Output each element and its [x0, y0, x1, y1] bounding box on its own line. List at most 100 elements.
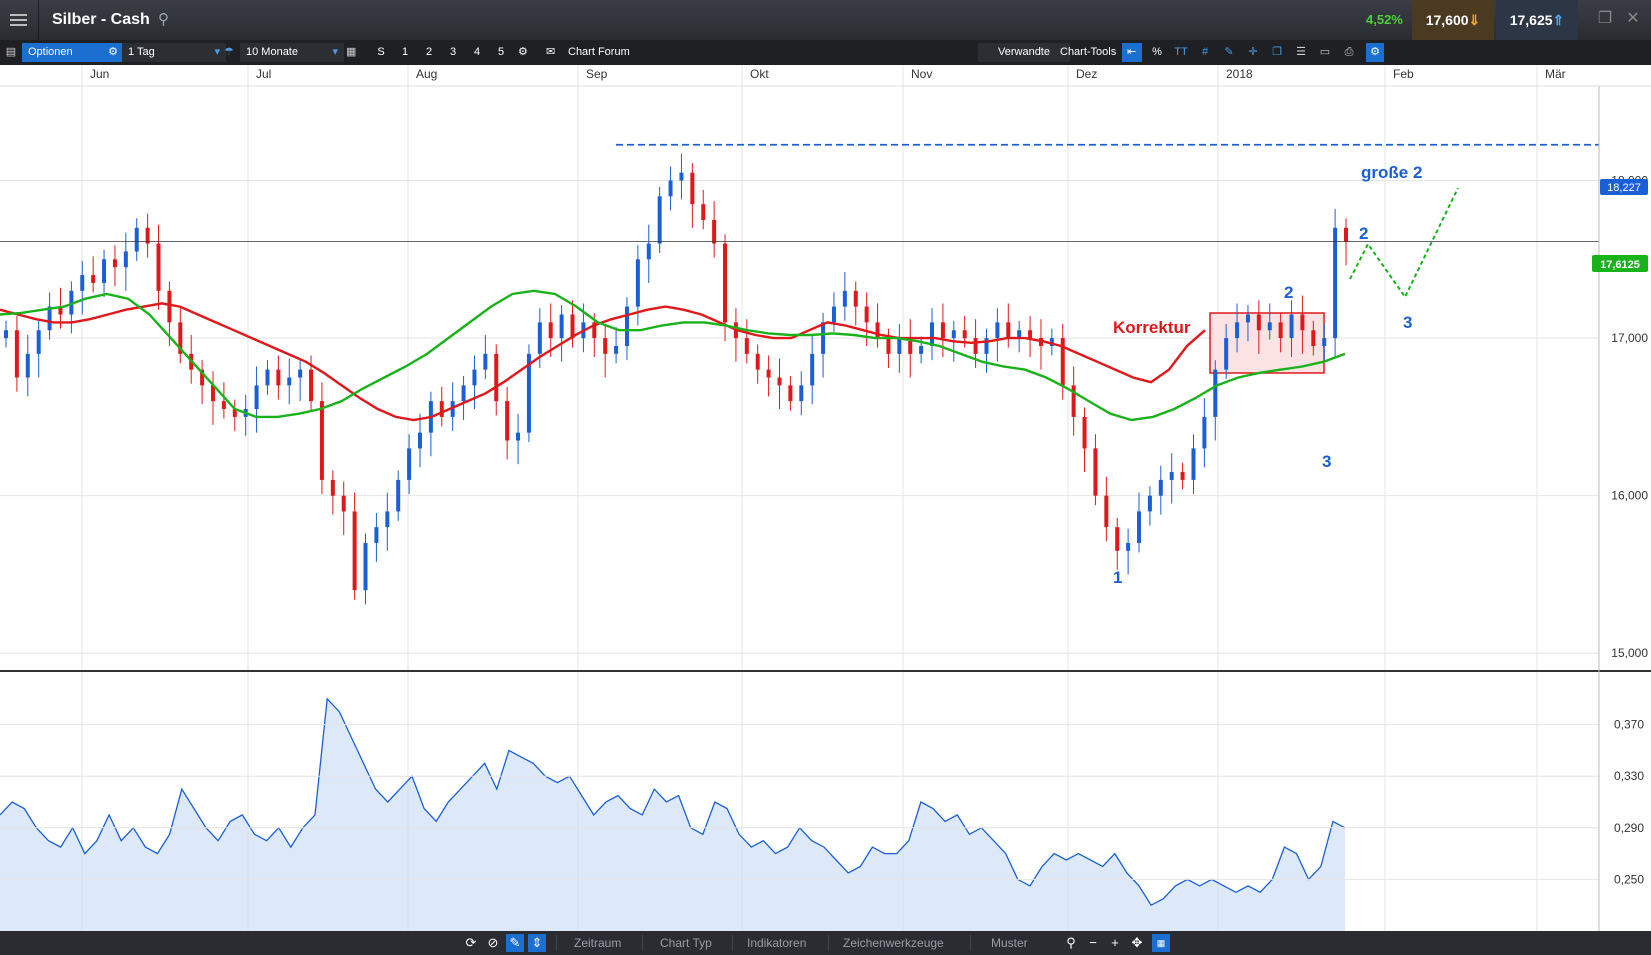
close-icon[interactable]: ✕ [1626, 10, 1640, 27]
print-icon[interactable]: ⎙ [1344, 46, 1354, 58]
grid-icon[interactable]: # [1201, 46, 1209, 58]
candle-body [690, 172, 695, 205]
settings-gear-icon[interactable]: ⚙ [518, 46, 528, 58]
candle-body [167, 290, 172, 323]
month-label: Sep [586, 67, 608, 81]
candle-body [210, 385, 215, 402]
month-label: Jul [256, 67, 271, 81]
last-price-badge: 17,6125 [1592, 255, 1648, 272]
crosshair-icon[interactable]: ✛ [1248, 46, 1258, 58]
chevron-down-icon: ▾ [332, 46, 338, 58]
lock-icon[interactable]: ☂ [224, 46, 234, 58]
candle-body [973, 338, 978, 354]
pane-3-button[interactable]: 3 [449, 46, 457, 58]
pane-5-button[interactable]: 5 [497, 46, 505, 58]
candle-body [385, 511, 390, 528]
candle-body [309, 369, 314, 402]
draw-line-icon[interactable]: ✎ [1224, 46, 1234, 58]
candle-body [1169, 472, 1174, 480]
search-icon[interactable]: ⚲ [158, 11, 169, 28]
chart-forum-button[interactable]: Chart Forum [568, 46, 630, 58]
candle-body [1006, 322, 1011, 339]
candle-body [831, 306, 836, 323]
indicator-tick-label: 0,250 [1614, 872, 1644, 886]
options-button[interactable]: Optionen ⚙ [22, 43, 124, 62]
target-price-label: 18,227 [1607, 182, 1641, 194]
candle-body [1344, 227, 1348, 242]
hamburger-menu-icon[interactable] [0, 0, 39, 40]
related-button[interactable]: Verwandte [978, 43, 1070, 62]
zoom-icon[interactable]: ⚲ [1066, 935, 1076, 950]
range-select[interactable]: 10 Monate ▾ [240, 43, 344, 62]
candle-body [4, 330, 8, 339]
candle-body [483, 353, 488, 370]
candle-body [1093, 448, 1098, 496]
candle-body [276, 369, 281, 386]
candle-body [123, 251, 128, 268]
zeitraum-button[interactable]: Zeitraum [574, 936, 622, 950]
indicator-area-fill [0, 698, 1345, 931]
candle-body [178, 322, 183, 354]
candle-body [461, 385, 466, 402]
candle-body [1060, 338, 1065, 386]
candle-body [592, 322, 597, 339]
chart-area[interactable]: Jun Jul Aug Sep Okt Nov Dez 2018 Feb Mär 15,000 16… [0, 65, 1651, 931]
korrektur-box [1209, 312, 1325, 374]
drawing-tools-button[interactable]: Zeichenwerkzeuge [843, 936, 944, 950]
scale-icon[interactable]: ▦ [1152, 934, 1170, 952]
sell-quote-button[interactable]: 17,600⇓ [1412, 0, 1494, 40]
candle-body [1115, 527, 1120, 551]
candle-body [1278, 322, 1283, 339]
candle-body [1300, 314, 1305, 331]
pane-1-button[interactable]: 1 [401, 46, 409, 58]
list-icon[interactable]: ▤ [5, 46, 17, 58]
restore-window-icon[interactable]: ❐ [1597, 10, 1613, 27]
refresh-icon[interactable]: ⟳ [465, 935, 477, 950]
cancel-icon[interactable]: ⊘ [487, 935, 499, 950]
percent-button[interactable]: % [1152, 46, 1162, 58]
calendar-icon[interactable]: ▦ [346, 46, 357, 58]
scale-s-button[interactable]: S [377, 46, 385, 58]
candle-body [1137, 511, 1142, 543]
buy-quote-button[interactable]: 17,625⇑ [1496, 0, 1578, 40]
candle-body [897, 338, 902, 354]
candle-body [363, 542, 368, 591]
month-label: Aug [416, 67, 437, 81]
candle-body [930, 322, 935, 346]
chat-bubble-icon: ✉ [546, 46, 556, 58]
pane-4-button[interactable]: 4 [473, 46, 481, 58]
indicator-line [0, 697, 1346, 907]
separator [970, 935, 971, 951]
zoom-out-icon[interactable]: − [1089, 935, 1097, 950]
separator [642, 935, 643, 951]
pencil-icon[interactable]: ✎ [506, 934, 524, 952]
back-arrow-icon[interactable]: ⇤ [1122, 43, 1142, 62]
candle-body [319, 401, 324, 480]
annotation-target-wave-2: 2 [1359, 224, 1368, 243]
bottom-toolbar: ⟳ ⊘ ✎ ⇕ Zeitraum Chart Typ Indikatoren Z… [0, 931, 1651, 955]
candle-body [1071, 385, 1076, 417]
candle-body [1180, 472, 1185, 480]
magic-tools-icon[interactable]: ⚙ [1366, 43, 1384, 62]
zoom-in-icon[interactable]: + [1111, 935, 1119, 950]
candle-body [1082, 416, 1087, 449]
fit-icon[interactable]: ✥ [1131, 935, 1143, 950]
candle-body [1147, 495, 1152, 512]
candle-body [668, 180, 673, 197]
candles-icon[interactable]: ☰ [1296, 46, 1306, 58]
scroll-icon[interactable]: ⇕ [528, 934, 546, 952]
patterns-button[interactable]: Muster [991, 936, 1028, 950]
candle-body [810, 353, 815, 386]
candle-body [788, 385, 793, 402]
interval-select[interactable]: 1 Tag ▾ [122, 43, 226, 62]
candle-body [1126, 542, 1131, 551]
chart-type-button[interactable]: Chart Typ [660, 936, 712, 950]
buy-price: 17,625 [1509, 12, 1553, 28]
window-icon[interactable]: ❐ [1272, 46, 1282, 58]
indicators-button[interactable]: Indikatoren [747, 936, 807, 950]
label-icon[interactable]: ▭ [1319, 46, 1331, 58]
interval-value: 1 Tag [128, 46, 155, 58]
text-tool-button[interactable]: TT [1174, 46, 1188, 58]
pane-2-button[interactable]: 2 [425, 46, 433, 58]
month-label: Feb [1393, 67, 1414, 81]
